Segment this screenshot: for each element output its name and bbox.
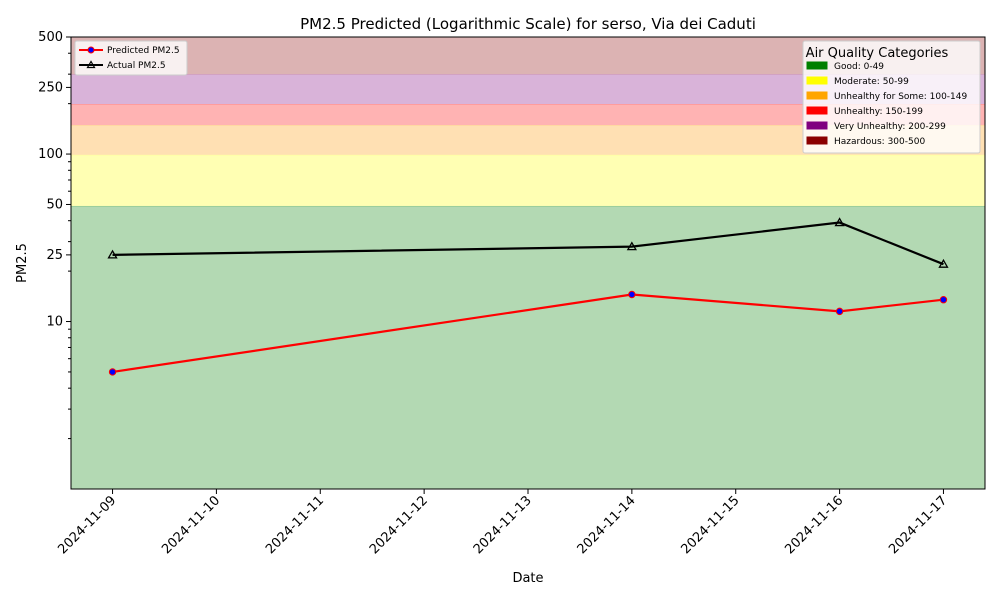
x-tick-label: 2024-11-15 — [679, 493, 743, 557]
x-tick-label: 2024-11-14 — [575, 493, 639, 557]
y-axis: 10 25 50 100 250 500 — [38, 30, 71, 440]
y-tick-label: 100 — [38, 147, 63, 162]
category-label: Hazardous: 300-500 — [834, 137, 925, 147]
x-tick-label: 2024-11-09 — [55, 493, 119, 557]
actual-point — [938, 258, 949, 268]
category-swatch — [806, 61, 828, 70]
predicted-point — [835, 307, 844, 316]
actual-point — [107, 249, 118, 259]
legend-label: Actual PM2.5 — [107, 61, 166, 71]
x-tick-label: 2024-11-10 — [159, 493, 223, 557]
x-tick-label: 2024-11-13 — [471, 493, 535, 557]
category-label: Good: 0-49 — [834, 62, 884, 72]
y-axis-label: PM2.5 — [15, 243, 30, 283]
y-tick-label: 500 — [38, 30, 63, 45]
legend-label: Predicted PM2.5 — [107, 46, 180, 56]
category-swatch — [806, 106, 828, 115]
series-legend: Predicted PM2.5 Actual PM2.5 — [74, 40, 188, 76]
x-axis: 2024-11-09 2024-11-10 2024-11-11 2024-11-12… — [55, 489, 950, 557]
series-lines — [107, 217, 949, 376]
category-swatch — [806, 136, 828, 145]
category-label: Moderate: 50-99 — [834, 77, 909, 87]
predicted-point — [108, 368, 117, 376]
categories-legend-title: Air Quality Categories — [806, 46, 949, 61]
x-tick-label: 2024-11-17 — [886, 493, 950, 557]
predicted-point — [628, 290, 636, 299]
legend-marker — [87, 46, 95, 54]
category-swatch — [806, 121, 828, 130]
category-label: Very Unhealthy: 200-299 — [834, 122, 946, 132]
x-tick-label: 2024-11-11 — [263, 493, 327, 557]
actual-point — [834, 217, 845, 227]
category-label: Unhealthy: 150-199 — [834, 107, 923, 117]
x-axis-label: Date — [512, 571, 543, 586]
category-swatch — [806, 76, 828, 85]
y-tick-label: 250 — [38, 80, 63, 95]
category-label: Unhealthy for Some: 100-149 — [834, 92, 967, 102]
aqi-band — [71, 104, 985, 126]
categories-legend: Air Quality Categories Good: 0-49 Moderat… — [802, 40, 981, 154]
predicted-line — [112, 293, 944, 374]
actual-point — [626, 241, 637, 251]
y-tick-label: 10 — [46, 315, 63, 330]
chart-title: PM2.5 Predicted (Logarithmic Scale) for … — [300, 15, 756, 33]
x-tick-label: 2024-11-16 — [782, 493, 846, 557]
predicted-point — [939, 296, 948, 304]
legend-marker — [86, 60, 96, 69]
x-tick-label: 2024-11-12 — [367, 493, 431, 557]
actual-line — [112, 221, 944, 266]
aqi-band — [71, 154, 985, 206]
category-swatch — [806, 91, 828, 100]
y-tick-label: 25 — [46, 248, 63, 263]
y-tick-label: 50 — [46, 197, 63, 212]
